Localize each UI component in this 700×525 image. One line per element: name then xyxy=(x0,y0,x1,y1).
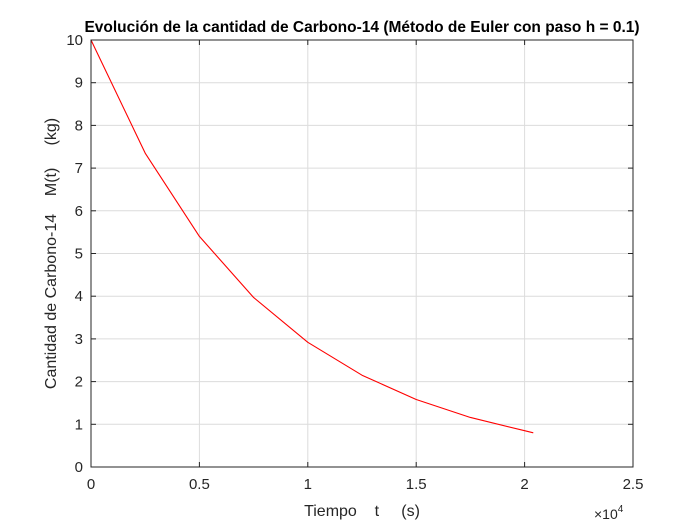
x-tick-label: 0.5 xyxy=(189,476,210,493)
y-tick-label: 3 xyxy=(75,331,83,348)
y-tick-label: 7 xyxy=(75,160,83,177)
x-tick-label: 2.5 xyxy=(623,476,644,493)
x-tick-label: 1.5 xyxy=(406,476,427,493)
x-tick-label: 2 xyxy=(520,476,528,493)
x-axis-label: Tiempo t (s) xyxy=(304,503,420,520)
y-tick-label: 4 xyxy=(75,288,83,305)
axis-ticks: 0 0.5 1 1.5 2 2.5 0 1 2 3 4 5 6 7 8 9 10 xyxy=(66,32,643,493)
x-tick-label: 1 xyxy=(304,476,312,493)
y-tick-label: 8 xyxy=(75,117,83,134)
y-tick-label: 10 xyxy=(66,32,83,49)
x-tick-label: 0 xyxy=(87,476,95,493)
y-tick-label: 0 xyxy=(75,459,83,476)
data-series xyxy=(90,39,534,434)
series-line xyxy=(90,39,534,434)
grid xyxy=(90,39,634,468)
x-axis-exponent-power: 4 xyxy=(618,504,624,515)
y-tick-label: 9 xyxy=(75,75,83,92)
y-tick-label: 2 xyxy=(75,374,83,391)
y-axis-label: Cantidad de Carbono-14 M(t) (kg) xyxy=(43,118,60,389)
y-tick-label: 6 xyxy=(75,203,83,220)
chart-title: Evolución de la cantidad de Carbono-14 (… xyxy=(84,19,639,36)
x-axis-exponent: ×104 xyxy=(594,504,624,522)
x-axis-exponent-base: ×10 xyxy=(594,506,618,522)
y-tick-label: 1 xyxy=(75,416,83,433)
y-tick-label: 5 xyxy=(75,246,83,263)
